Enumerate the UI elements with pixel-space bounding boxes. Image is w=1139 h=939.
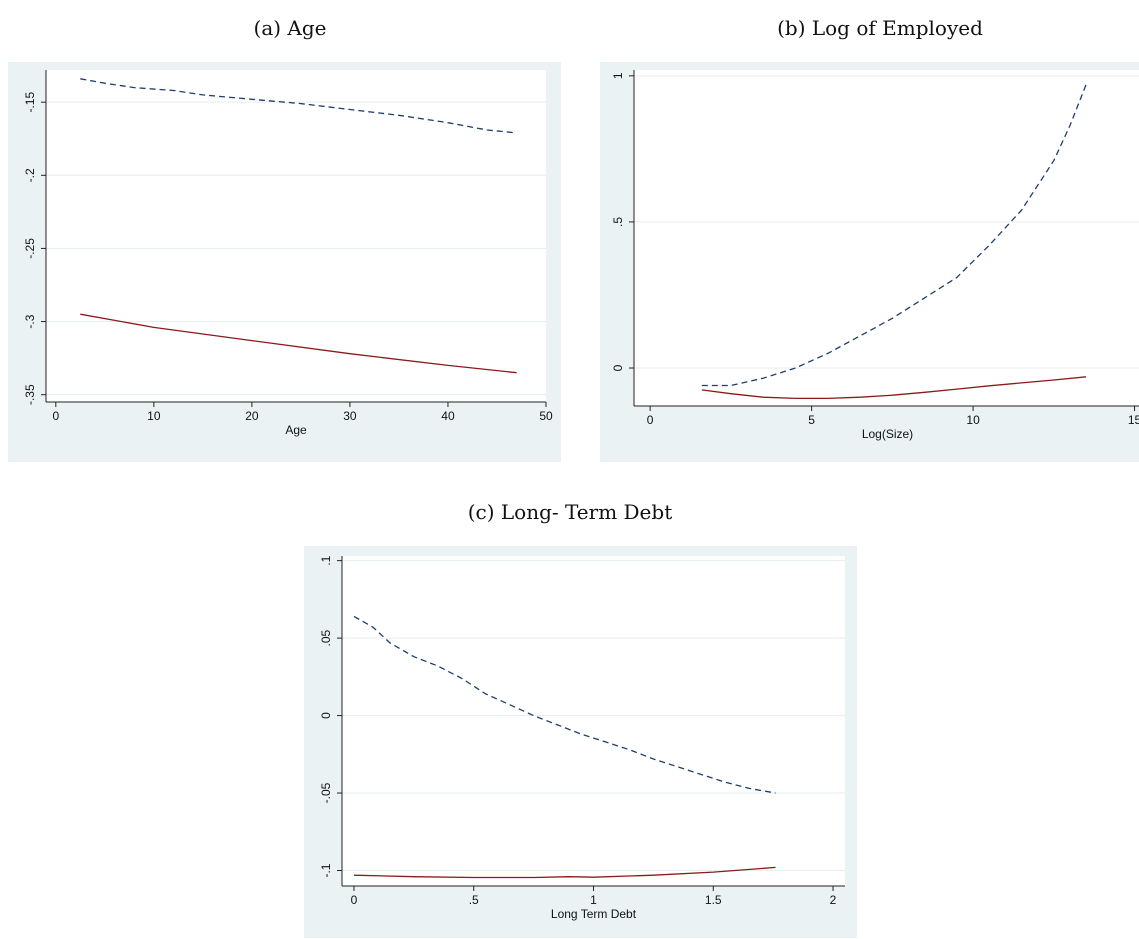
y-tick-label: -.3	[23, 314, 37, 328]
y-tick-label: .05	[319, 629, 333, 646]
plot-area	[342, 556, 845, 886]
x-tick-label: 20	[245, 409, 259, 423]
y-tick-label: 1	[611, 72, 625, 79]
y-tick-label: -.2	[23, 168, 37, 182]
plot-area	[634, 70, 1139, 406]
x-axis-title: Log(Size)	[862, 427, 913, 441]
y-tick-label: -.05	[319, 782, 333, 803]
panel-c-title: (c) Long- Term Debt	[467, 500, 673, 524]
y-tick-label: -.35	[23, 384, 37, 405]
y-tick-label: -.25	[23, 238, 37, 259]
x-tick-label: 15	[1128, 413, 1139, 427]
x-tick-label: 0	[647, 413, 654, 427]
x-tick-label: 10	[147, 409, 161, 423]
y-tick-label: 0	[611, 364, 625, 371]
x-tick-label: 1.5	[705, 893, 722, 907]
x-tick-label: 10	[966, 413, 980, 427]
x-axis-title: Long Term Debt	[551, 907, 637, 921]
panel-b-title: (b) Log of Employed	[777, 16, 983, 40]
x-tick-label: 5	[808, 413, 815, 427]
panel-c-chart: 0 .5 1 1.5 2 .1 .05 0 -.05 -.1 Long Term Debt	[304, 546, 857, 938]
series-line-dashed	[701, 84, 1087, 387]
panel-a-chart: 0 10 20 30 40 50 -.15 -.2 -.25 -.3 -.35 Age	[8, 62, 561, 462]
series-line-dashed	[353, 615, 776, 794]
series-line-solid	[701, 376, 1087, 400]
x-tick-label: 0	[351, 893, 358, 907]
y-tick-label: 0	[319, 712, 333, 719]
x-tick-label: 50	[539, 409, 553, 423]
x-tick-label: .5	[469, 893, 479, 907]
panel-b-chart: 0 5 10 15 0 .5 1 Log(Size)	[600, 62, 1139, 462]
y-tick-label: -.1	[319, 863, 333, 877]
y-tick-label: -.15	[23, 92, 37, 113]
plot-area	[46, 70, 546, 402]
x-tick-label: 1	[590, 893, 597, 907]
series-line-solid	[353, 866, 776, 879]
x-axis-title: Age	[285, 423, 307, 437]
y-tick-label: .1	[319, 555, 333, 565]
series-line-solid	[80, 313, 517, 374]
panel-a-title: (a) Age	[253, 16, 327, 40]
y-tick-label: .5	[611, 217, 625, 227]
x-tick-label: 40	[441, 409, 455, 423]
x-tick-label: 0	[52, 409, 59, 423]
x-tick-label: 2	[830, 893, 837, 907]
x-tick-label: 30	[343, 409, 357, 423]
